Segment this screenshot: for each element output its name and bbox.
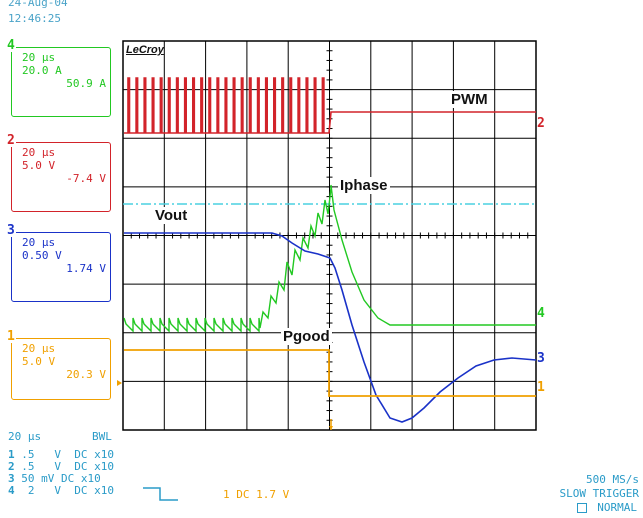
trigger-state-box <box>577 503 588 513</box>
channel-1-timebase: 20 µs <box>22 342 56 355</box>
channel-1-number: 1 <box>6 329 16 344</box>
ch2-marker: 2 <box>537 116 545 131</box>
coupling-row-1: 1 .5 V DC x10 <box>8 448 114 461</box>
channel-1-scale: 5.0 V <box>22 355 56 368</box>
iphase-label: Iphase <box>338 177 390 194</box>
trigger-level: 1.7 V <box>256 488 290 501</box>
vout-label: Vout <box>153 207 190 224</box>
channel-2-descriptor[interactable]: 2 20 µs 5.0 V -7.4 V <box>6 134 111 212</box>
channel-4-number: 4 <box>6 38 16 53</box>
channel-1-value: 20.3 V <box>66 368 106 381</box>
channel-3-scale: 0.50 V <box>22 249 62 262</box>
channel-3-descriptor[interactable]: 3 20 µs 0.50 V 1.74 V <box>6 224 111 302</box>
channel-4-descriptor[interactable]: 4 20 µs 20.0 A 50.9 A <box>6 39 111 117</box>
pgood-trace <box>124 349 536 397</box>
channel-2-value: -7.4 V <box>66 172 106 185</box>
channel-3-value: 1.74 V <box>66 262 106 275</box>
channel-2-scale: 5.0 V <box>22 159 56 172</box>
pwm-trace <box>124 77 536 134</box>
timebase-readout: 20 µs <box>8 430 42 443</box>
coupling-row-4: 4 2 V DC x10 <box>8 484 114 497</box>
acquisition-date: 24-Aug-04 <box>8 0 68 9</box>
ch3-marker: 3 <box>537 351 545 366</box>
channel-2-number: 2 <box>6 133 16 148</box>
channel-4-scale: 20.0 A <box>22 64 62 77</box>
channel-4-timebase: 20 µs <box>22 51 56 64</box>
trigger-mode: SLOW TRIGGER <box>559 487 639 500</box>
coupling-row-3: 3 50 mV DC x10 <box>8 472 101 485</box>
channel-1-descriptor[interactable]: 1 20 µs 5.0 V 20.3 V <box>6 330 111 400</box>
channel-4-value: 50.9 A <box>66 77 106 90</box>
coupling-table: 1 .5 V DC x10 2 .5 V DC x10 3 50 mV DC x… <box>8 449 114 497</box>
trigger-setting[interactable]: 1 DC 1.7 V <box>223 488 289 501</box>
bandwidth-limit: BWL <box>92 430 112 443</box>
sample-rate: 500 MS/s <box>586 473 639 486</box>
ch4-marker: 4 <box>537 306 545 321</box>
channel-3-timebase: 20 µs <box>22 236 56 249</box>
channel-3-number: 3 <box>6 223 16 238</box>
brand-logo: LeCroy <box>126 44 164 56</box>
vout-trace <box>124 232 537 423</box>
trigger-state: NORMAL <box>577 501 637 514</box>
acquisition-time: 12:46:25 <box>8 12 61 25</box>
iphase-trace <box>123 184 536 333</box>
trigger-level-marker <box>117 380 122 386</box>
channel-2-timebase: 20 µs <box>22 146 56 159</box>
pwm-label: PWM <box>449 91 490 108</box>
trigger-source: 1 <box>223 488 230 501</box>
coupling-row-2: 2 .5 V DC x10 <box>8 460 114 473</box>
trigger-coupling: DC <box>236 488 250 501</box>
ch1-marker: 1 <box>537 380 545 395</box>
pgood-label: Pgood <box>281 328 332 345</box>
